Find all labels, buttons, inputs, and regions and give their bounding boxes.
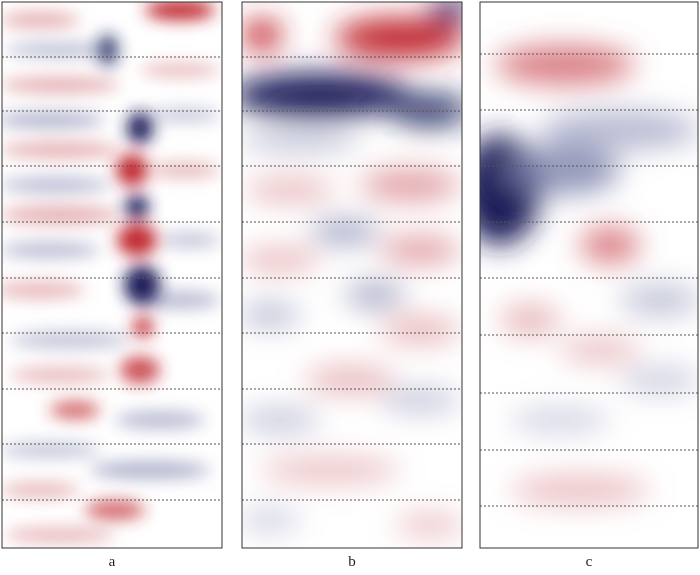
panel-label: b bbox=[348, 554, 356, 570]
panel-frame bbox=[1, 1, 223, 549]
dashed-lines bbox=[2, 53, 698, 507]
panel-label: a bbox=[109, 554, 116, 570]
panel-frame bbox=[241, 1, 463, 549]
panel-b-image bbox=[242, 2, 462, 548]
panel-c-image bbox=[480, 2, 698, 548]
panel-frame bbox=[479, 1, 699, 549]
panel-a-image bbox=[2, 2, 222, 548]
panel-label: c bbox=[586, 554, 593, 570]
